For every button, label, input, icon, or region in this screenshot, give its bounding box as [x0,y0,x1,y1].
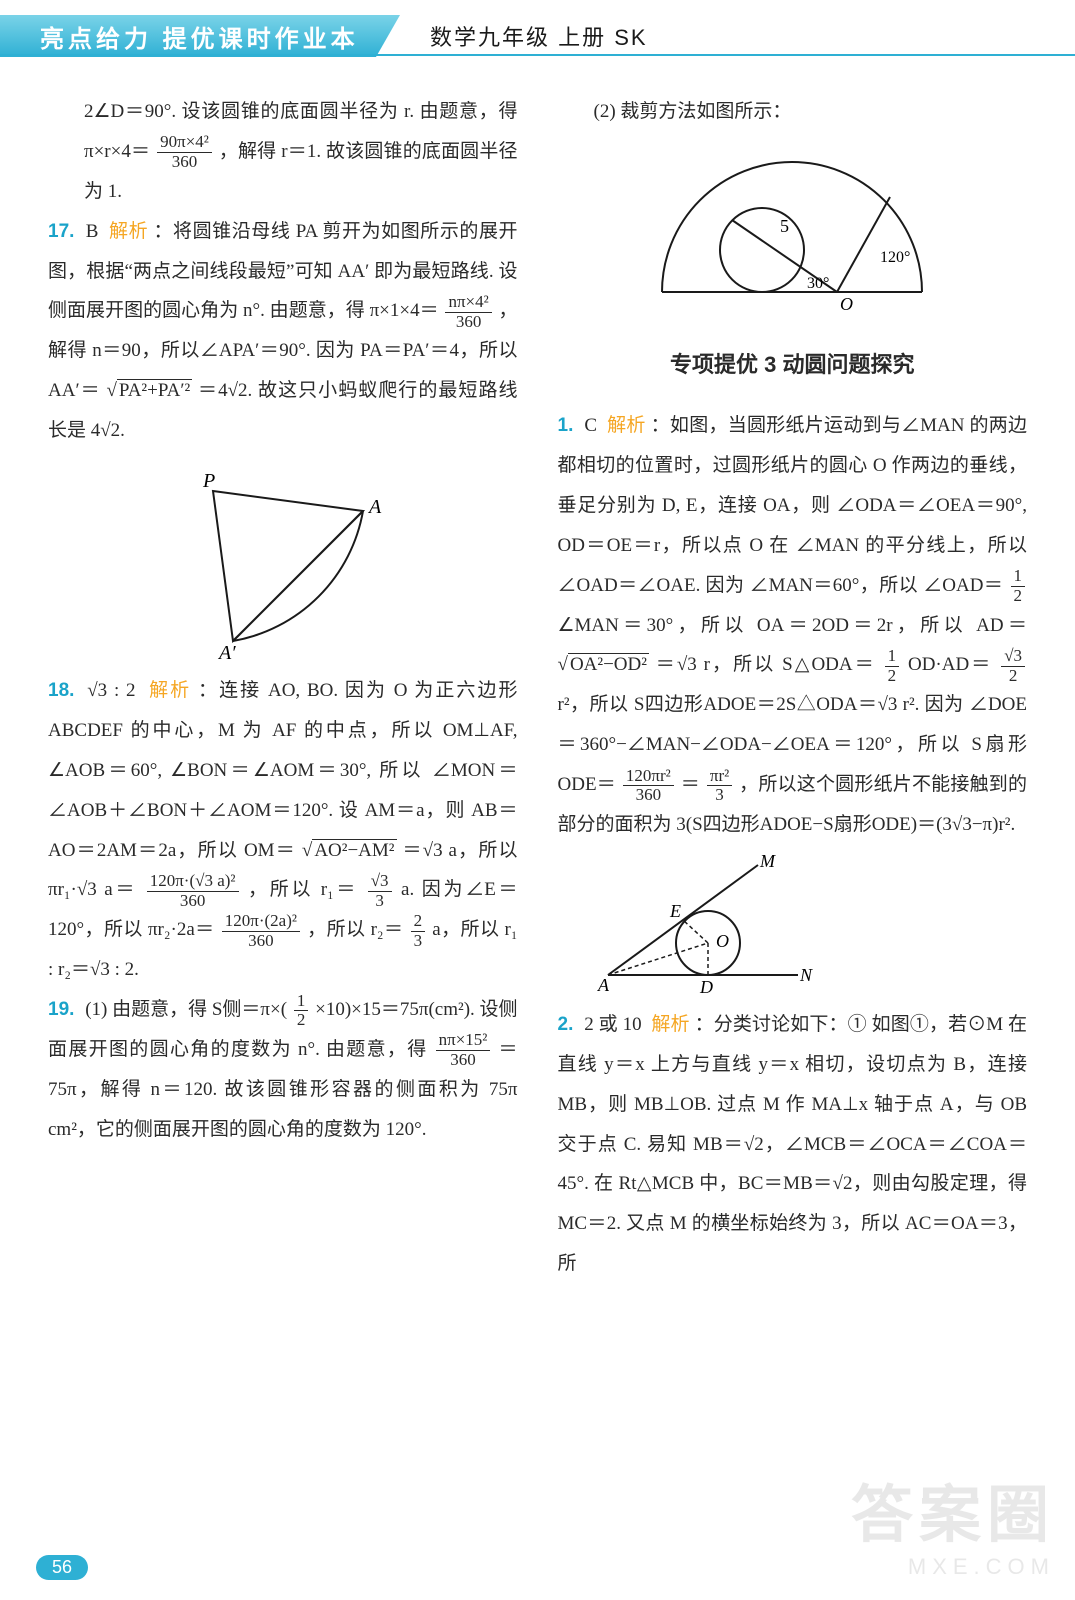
q19-number: 19. [48,999,74,1020]
svg-text:E: E [669,901,681,921]
svg-text:O: O [716,931,729,951]
q1-block: 1. C 解析 ：如图，当圆形纸片运动到与∠MAN 的两边都相切的位置时，过圆形… [558,406,1028,845]
page-header: 亮点给力 提优课时作业本 数学九年级 上册 SK [0,0,1075,72]
header-badge-text: 亮点给力 提优课时作业本 [40,19,359,54]
svg-text:P: P [202,470,215,492]
q19-block: 19. (1) 由题意，得 S侧＝π×( 1 2 ×10)×15＝75π(cm²… [48,990,518,1150]
svg-text:120°: 120° [880,249,910,266]
svg-text:A′: A′ [217,642,236,661]
svg-text:M: M [759,855,776,871]
fraction: 90π×4² 360 [157,133,212,171]
svg-text:A: A [367,496,382,518]
q17-block: 17. B 解析 ：将圆锥沿母线 PA 剪开为如图所示的展开图，根据“两点之间线… [48,212,518,451]
fraction: 120π·(√3 a)² 360 [147,872,239,910]
fraction: 1 2 [1011,567,1026,605]
header-subject: 数学九年级 上册 SK [430,20,648,52]
figure-1: M E O A D N [588,855,818,995]
q2-block: 2. 2 或 10 解析 ：分类讨论如下：① 如图①，若⊙M 在直线 y＝x 上… [558,1005,1028,1284]
svg-text:N: N [799,965,813,985]
q18-number: 18. [48,680,74,701]
figure-cutting: 5 O 30° 120° [632,142,952,322]
fraction: √3 3 [368,872,392,910]
analysis-label: 解析 [149,680,191,701]
section-title: 专项提优 3 动圆问题探究 [558,342,1028,388]
fraction: 120π·(2a)² 360 [222,912,300,950]
fraction: 1 2 [885,647,900,685]
fraction: nπ×15² 360 [436,1031,491,1069]
analysis-label: 解析 [607,415,646,436]
header-underline [0,54,1075,56]
svg-text:5: 5 [780,216,789,236]
svg-text:O: O [840,294,853,314]
fraction: 120πr² 360 [623,767,674,805]
q19-part2-label: (2) 裁剪方法如图所示： [558,92,1028,132]
right-column: (2) 裁剪方法如图所示： 5 O 30° 120° 专项提优 3 动圆问题探究… [558,92,1028,1284]
fraction: 2 3 [411,912,426,950]
q16-continuation: 2∠D＝90°. 设该圆锥的底面圆半径为 r. 由题意，得 π×r×4＝ 90π… [48,92,518,212]
q2-number: 2. [558,1014,574,1035]
svg-text:D: D [699,977,713,995]
q17-number: 17. [48,221,74,242]
fraction: πr² 3 [707,767,732,805]
content-area: 2∠D＝90°. 设该圆锥的底面圆半径为 r. 由题意，得 π×r×4＝ 90π… [0,72,1075,1284]
watermark-line1: 答案圈 [851,1464,1055,1554]
svg-text:30°: 30° [807,275,829,292]
left-column: 2∠D＝90°. 设该圆锥的底面圆半径为 r. 由题意，得 π×r×4＝ 90π… [48,92,518,1284]
analysis-label: 解析 [651,1014,689,1035]
fraction: √3 2 [1001,647,1025,685]
q18-block: 18. √3 : 2 解析 ：连接 AO, BO. 因为 O 为正六边形 ABC… [48,671,518,990]
watermark-line2: MXE.COM [851,1554,1055,1580]
figure-17: P A A′ [163,461,403,661]
fraction: 1 2 [294,992,309,1030]
q1-number: 1. [558,415,574,436]
fraction: nπ×4² 360 [445,293,491,331]
page-number: 56 [36,1555,88,1580]
svg-text:A: A [597,975,610,995]
watermark: 答案圈 MXE.COM [851,1464,1055,1580]
analysis-label: 解析 [109,221,148,242]
header-badge: 亮点给力 提优课时作业本 [0,15,400,57]
